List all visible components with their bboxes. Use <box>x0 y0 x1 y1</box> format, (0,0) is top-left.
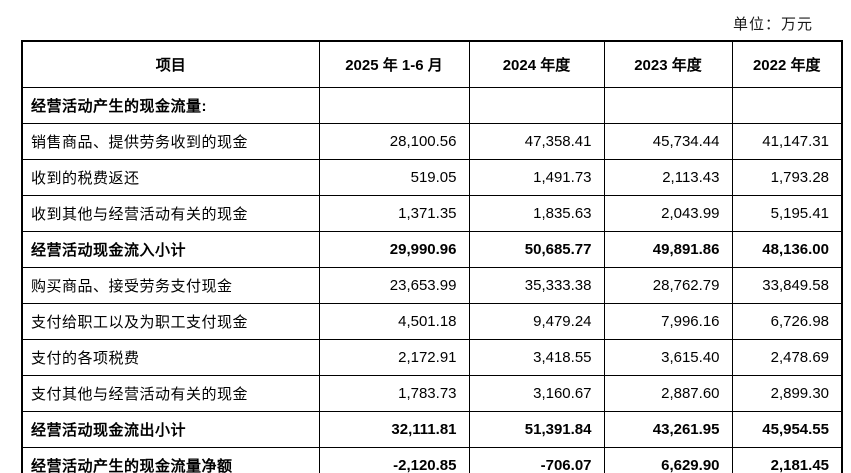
table-row: 支付给职工以及为职工支付现金 4,501.18 9,479.24 7,996.16 6,… <box>21 303 843 340</box>
row-label: 收到的税费返还 <box>21 159 320 196</box>
row-value: 3,160.67 <box>468 375 605 412</box>
column-header-period: 2022 年度 <box>731 40 843 88</box>
row-label: 收到其他与经营活动有关的现金 <box>21 195 320 232</box>
table-row: 销售商品、提供劳务收到的现金 28,100.56 47,358.41 45,734.4… <box>21 123 843 160</box>
row-value: 32,111.81 <box>318 411 470 448</box>
row-value: 2,887.60 <box>603 375 733 412</box>
table-row: 经营活动产生的现金流量净额 -2,120.85 -706.07 6,629.90 2,1… <box>21 447 843 473</box>
column-header-period: 2023 年度 <box>603 40 733 88</box>
row-value: 35,333.38 <box>468 267 605 304</box>
row-value: 47,358.41 <box>468 123 605 160</box>
table-row: 收到的税费返还 519.05 1,491.73 2,113.43 1,793.28 <box>21 159 843 196</box>
row-value: 2,478.69 <box>731 339 843 376</box>
row-value: 45,734.44 <box>603 123 733 160</box>
row-value: 51,391.84 <box>468 411 605 448</box>
row-label: 购买商品、接受劳务支付现金 <box>21 267 320 304</box>
row-value: 2,181.45 <box>731 447 843 473</box>
row-value <box>731 87 843 124</box>
row-value: 23,653.99 <box>318 267 470 304</box>
row-value: 1,371.35 <box>318 195 470 232</box>
row-label: 支付其他与经营活动有关的现金 <box>21 375 320 412</box>
row-value: 3,418.55 <box>468 339 605 376</box>
row-value: 9,479.24 <box>468 303 605 340</box>
cash-flow-table: 项目 2025 年 1-6 月 2024 年度 2023 年度 2022 年度 经营活动… <box>21 40 843 473</box>
table-row: 经营活动产生的现金流量: <box>21 87 843 124</box>
row-label: 支付的各项税费 <box>21 339 320 376</box>
column-header-period: 2024 年度 <box>468 40 605 88</box>
row-value: 3,615.40 <box>603 339 733 376</box>
row-value: 1,491.73 <box>468 159 605 196</box>
row-value: 5,195.41 <box>731 195 843 232</box>
row-value: 4,501.18 <box>318 303 470 340</box>
row-label: 经营活动现金流入小计 <box>21 231 320 268</box>
row-value: 2,113.43 <box>603 159 733 196</box>
row-value <box>318 87 470 124</box>
table-row: 收到其他与经营活动有关的现金 1,371.35 1,835.63 2,043.99 5,… <box>21 195 843 232</box>
row-value: 2,899.30 <box>731 375 843 412</box>
column-header-item: 项目 <box>21 40 320 88</box>
row-label: 销售商品、提供劳务收到的现金 <box>21 123 320 160</box>
row-value: 43,261.95 <box>603 411 733 448</box>
row-value: 519.05 <box>318 159 470 196</box>
row-value <box>603 87 733 124</box>
row-label: 经营活动产生的现金流量净额 <box>21 447 320 473</box>
table-body: 经营活动产生的现金流量: 销售商品、提供劳务收到的现金 28,100.56 47,35… <box>21 87 843 473</box>
row-value: 1,793.28 <box>731 159 843 196</box>
table-row: 支付的各项税费 2,172.91 3,418.55 3,615.40 2,478.69 <box>21 339 843 376</box>
row-value: 29,990.96 <box>318 231 470 268</box>
row-value: 1,783.73 <box>318 375 470 412</box>
row-value <box>468 87 605 124</box>
row-value: 45,954.55 <box>731 411 843 448</box>
row-value: -2,120.85 <box>318 447 470 473</box>
row-value: 7,996.16 <box>603 303 733 340</box>
column-header-period: 2025 年 1-6 月 <box>318 40 470 88</box>
row-label: 经营活动现金流出小计 <box>21 411 320 448</box>
row-value: 1,835.63 <box>468 195 605 232</box>
table-row: 支付其他与经营活动有关的现金 1,783.73 3,160.67 2,887.60 2,… <box>21 375 843 412</box>
row-value: -706.07 <box>468 447 605 473</box>
row-value: 50,685.77 <box>468 231 605 268</box>
row-value: 6,726.98 <box>731 303 843 340</box>
table-row: 经营活动现金流入小计 29,990.96 50,685.77 49,891.86 48,… <box>21 231 843 268</box>
table-row: 经营活动现金流出小计 32,111.81 51,391.84 43,261.95 45,… <box>21 411 843 448</box>
unit-label: 单位：万元 <box>732 16 813 33</box>
row-value: 2,043.99 <box>603 195 733 232</box>
row-value: 6,629.90 <box>603 447 733 473</box>
row-value: 33,849.58 <box>731 267 843 304</box>
row-value: 49,891.86 <box>603 231 733 268</box>
row-value: 48,136.00 <box>731 231 843 268</box>
row-value: 2,172.91 <box>318 339 470 376</box>
row-value: 28,762.79 <box>603 267 733 304</box>
row-label: 经营活动产生的现金流量: <box>21 87 320 124</box>
row-value: 28,100.56 <box>318 123 470 160</box>
row-value: 41,147.31 <box>731 123 843 160</box>
table-row: 购买商品、接受劳务支付现金 23,653.99 35,333.38 28,762.79… <box>21 267 843 304</box>
row-label: 支付给职工以及为职工支付现金 <box>21 303 320 340</box>
table-header-row: 项目 2025 年 1-6 月 2024 年度 2023 年度 2022 年度 <box>21 40 843 88</box>
